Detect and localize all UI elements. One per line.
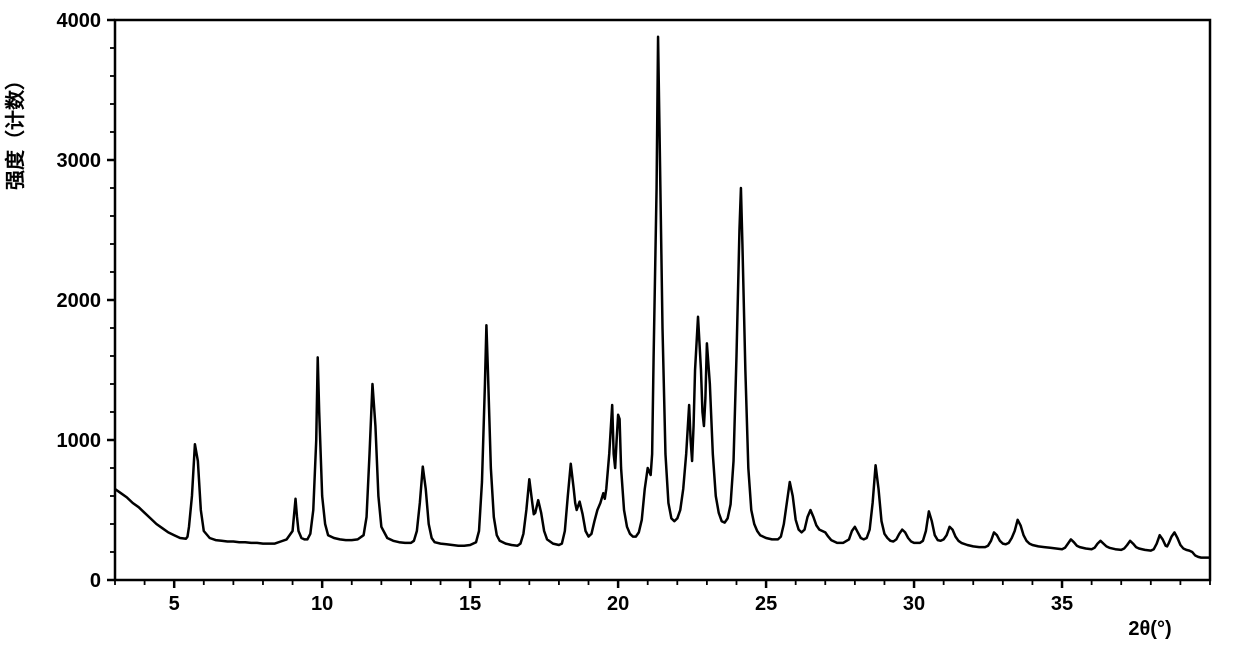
y-tick-label: 3000: [57, 150, 102, 172]
chart-svg: 5 10 15 20 25 30 35 0 1000 2000 3000 4000 强度（计数） 2θ(°…: [0, 0, 1240, 650]
y-tick-label: 4000: [57, 10, 102, 32]
x-tick-label: 30: [903, 593, 925, 615]
x-tick-label: 20: [607, 593, 629, 615]
xrd-trace: [115, 37, 1210, 558]
x-tick-label: 15: [459, 593, 481, 615]
xrd-chart: 5 10 15 20 25 30 35 0 1000 2000 3000 4000 强度（计数） 2θ(°…: [0, 0, 1240, 650]
x-tick-label: 10: [311, 593, 333, 615]
y-tick-label: 1000: [57, 430, 102, 452]
x-tick-label: 5: [169, 593, 180, 615]
x-tick-label: 25: [755, 593, 777, 615]
y-tick-label: 2000: [57, 290, 102, 312]
x-tick-label: 35: [1051, 593, 1073, 615]
x-axis-label: 2θ(°): [1128, 618, 1171, 640]
y-axis-label: 强度（计数）: [3, 70, 27, 190]
y-tick-label: 0: [90, 570, 101, 592]
